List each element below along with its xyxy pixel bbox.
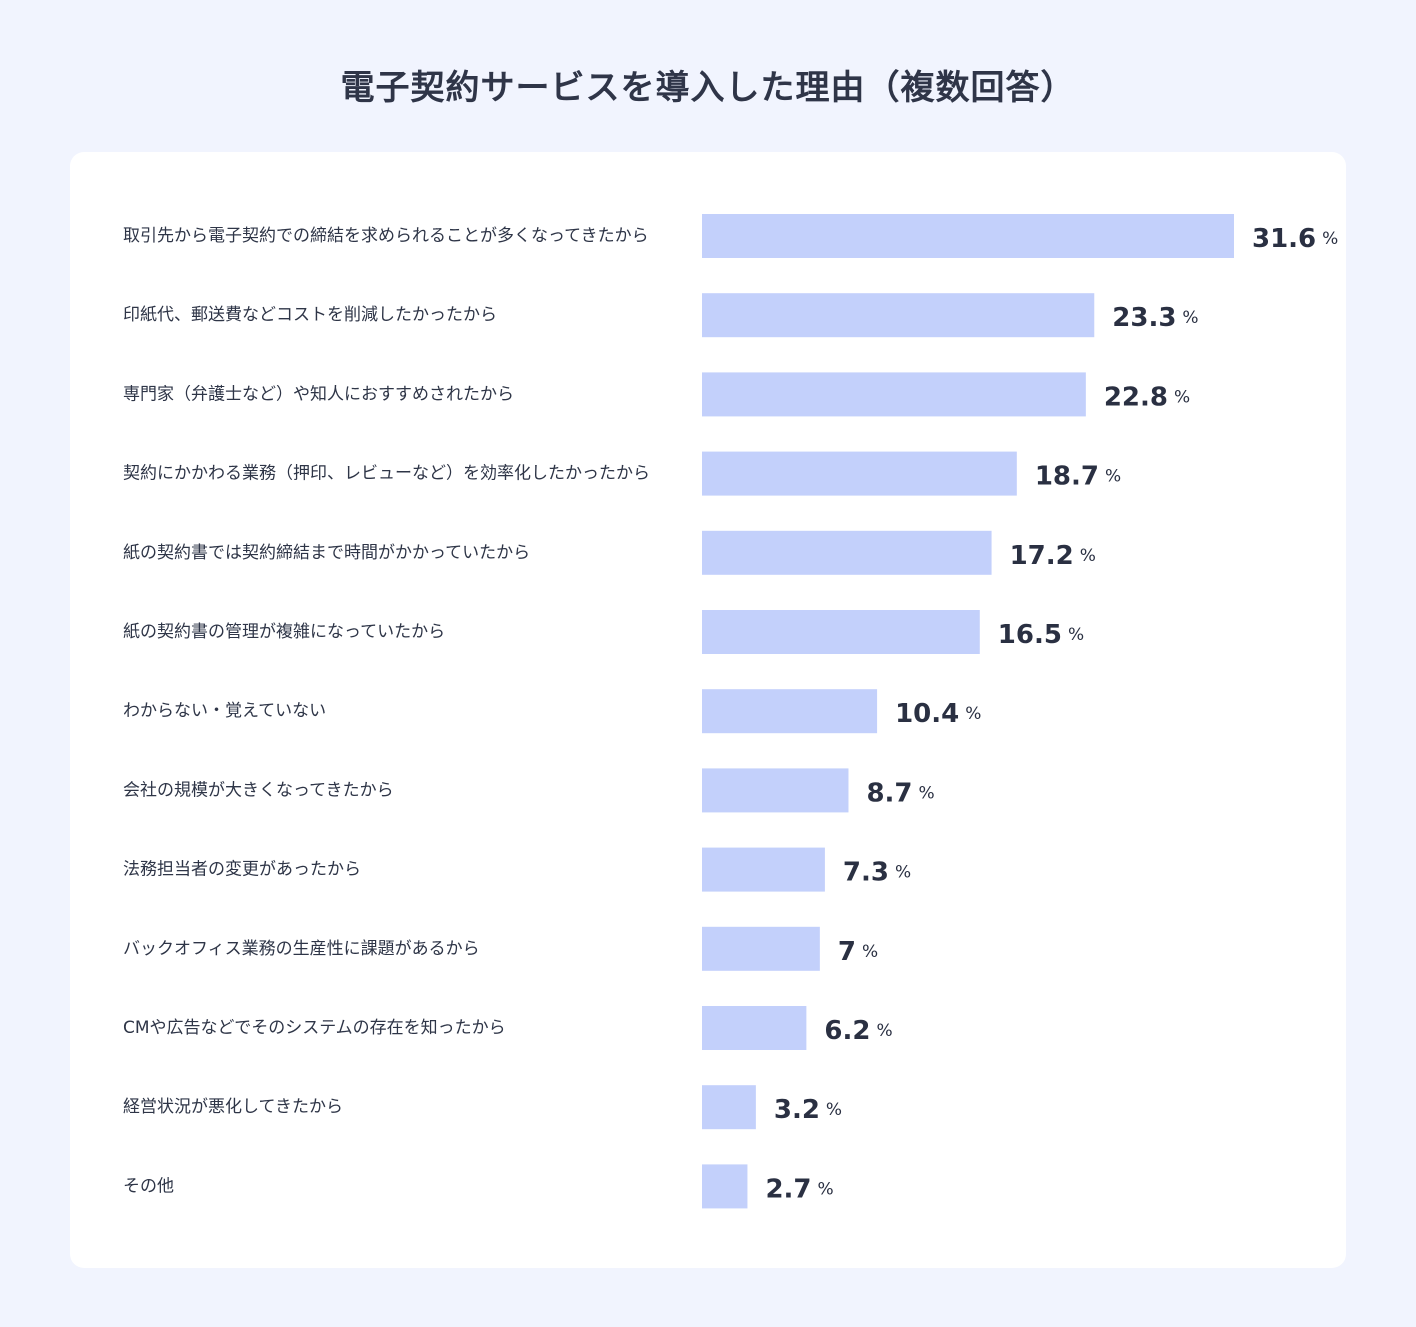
value-unit: % bbox=[1105, 467, 1121, 487]
bar bbox=[702, 926, 820, 971]
value-unit: % bbox=[1080, 546, 1096, 566]
value-unit: % bbox=[965, 704, 981, 724]
category-label: 会社の規模が大きくなってきたから bbox=[123, 780, 394, 800]
value-unit: % bbox=[1182, 308, 1198, 328]
value-label: 16.5% bbox=[998, 620, 1084, 650]
value-number: 2.7 bbox=[765, 1174, 811, 1204]
category-label: 契約にかかわる業務（押印、レビューなど）を効率化したかったから bbox=[123, 464, 650, 484]
chart-title: 電子契約サービスを導入した理由（複数回答） bbox=[340, 68, 1076, 108]
category-label: わからない・覚えていない bbox=[123, 701, 326, 721]
bar bbox=[702, 847, 825, 892]
value-unit: % bbox=[818, 1179, 834, 1199]
value-unit: % bbox=[1322, 229, 1338, 249]
value-unit: % bbox=[876, 1021, 892, 1041]
category-label: 法務担当者の変更があったから bbox=[123, 860, 361, 880]
category-label: 紙の契約書の管理が複雑になっていたから bbox=[123, 622, 445, 642]
category-label: 経営状況が悪化してきたから bbox=[123, 1097, 343, 1117]
bar bbox=[702, 610, 980, 654]
category-label: 印紙代、郵送費などコストを削減したかったから bbox=[123, 305, 497, 325]
value-unit: % bbox=[826, 1100, 842, 1120]
bar bbox=[702, 530, 992, 575]
value-number: 22.8 bbox=[1104, 382, 1168, 412]
value-unit: % bbox=[1174, 387, 1190, 407]
bar bbox=[702, 1006, 807, 1050]
category-label: その他 bbox=[123, 1176, 174, 1196]
value-number: 16.5 bbox=[998, 620, 1062, 650]
chart-card: 取引先から電子契約での締結を求められることが多くなってきたから 31.6% 印紙代、… bbox=[70, 152, 1346, 1268]
value-label: 3.2% bbox=[774, 1095, 842, 1125]
value-label: 31.6% bbox=[1252, 224, 1338, 254]
category-label: 取引先から電子契約での締結を求められることが多くなってきたから bbox=[123, 226, 649, 246]
value-label: 7% bbox=[838, 936, 878, 966]
value-number: 3.2 bbox=[774, 1095, 820, 1125]
value-label: 18.7% bbox=[1035, 461, 1121, 491]
bar bbox=[702, 1085, 756, 1130]
value-number: 23.3 bbox=[1112, 303, 1176, 333]
category-label: CMや広告などでそのシステムの存在を知ったから bbox=[123, 1018, 506, 1038]
bar bbox=[702, 451, 1017, 496]
bar bbox=[702, 372, 1086, 417]
bar bbox=[702, 768, 849, 813]
value-number: 8.7 bbox=[866, 778, 912, 808]
value-unit: % bbox=[919, 783, 935, 803]
value-label: 10.4% bbox=[895, 699, 981, 729]
value-label: 7.3% bbox=[843, 857, 911, 887]
bar bbox=[702, 689, 878, 734]
category-label: 専門家（弁護士など）や知人におすすめされたから bbox=[123, 384, 514, 404]
value-unit: % bbox=[862, 942, 878, 962]
value-number: 31.6 bbox=[1252, 224, 1316, 254]
value-label: 6.2% bbox=[824, 1016, 892, 1046]
value-unit: % bbox=[895, 863, 911, 883]
value-number: 7.3 bbox=[843, 857, 889, 887]
value-label: 2.7% bbox=[765, 1174, 833, 1204]
value-number: 18.7 bbox=[1035, 461, 1099, 491]
bar-chart: 取引先から電子契約での締結を求められることが多くなってきたから 31.6 % 印紙代、… bbox=[123, 214, 1338, 1209]
value-label: 8.7% bbox=[866, 778, 934, 808]
value-number: 6.2 bbox=[824, 1016, 870, 1046]
bar bbox=[702, 293, 1095, 338]
category-label: 紙の契約書では契約締結まで時間がかかっていたから bbox=[123, 543, 530, 563]
bar bbox=[702, 1164, 748, 1209]
value-number: 7 bbox=[838, 936, 856, 966]
value-unit: % bbox=[1068, 625, 1084, 645]
bar bbox=[702, 214, 1234, 258]
value-label: 17.2% bbox=[1010, 540, 1096, 570]
value-label: 23.3% bbox=[1112, 303, 1198, 333]
value-label: 22.8% bbox=[1104, 382, 1190, 412]
value-number: 17.2 bbox=[1010, 540, 1074, 570]
value-number: 10.4 bbox=[895, 699, 959, 729]
category-label: バックオフィス業務の生産性に課題があるから bbox=[123, 939, 480, 959]
